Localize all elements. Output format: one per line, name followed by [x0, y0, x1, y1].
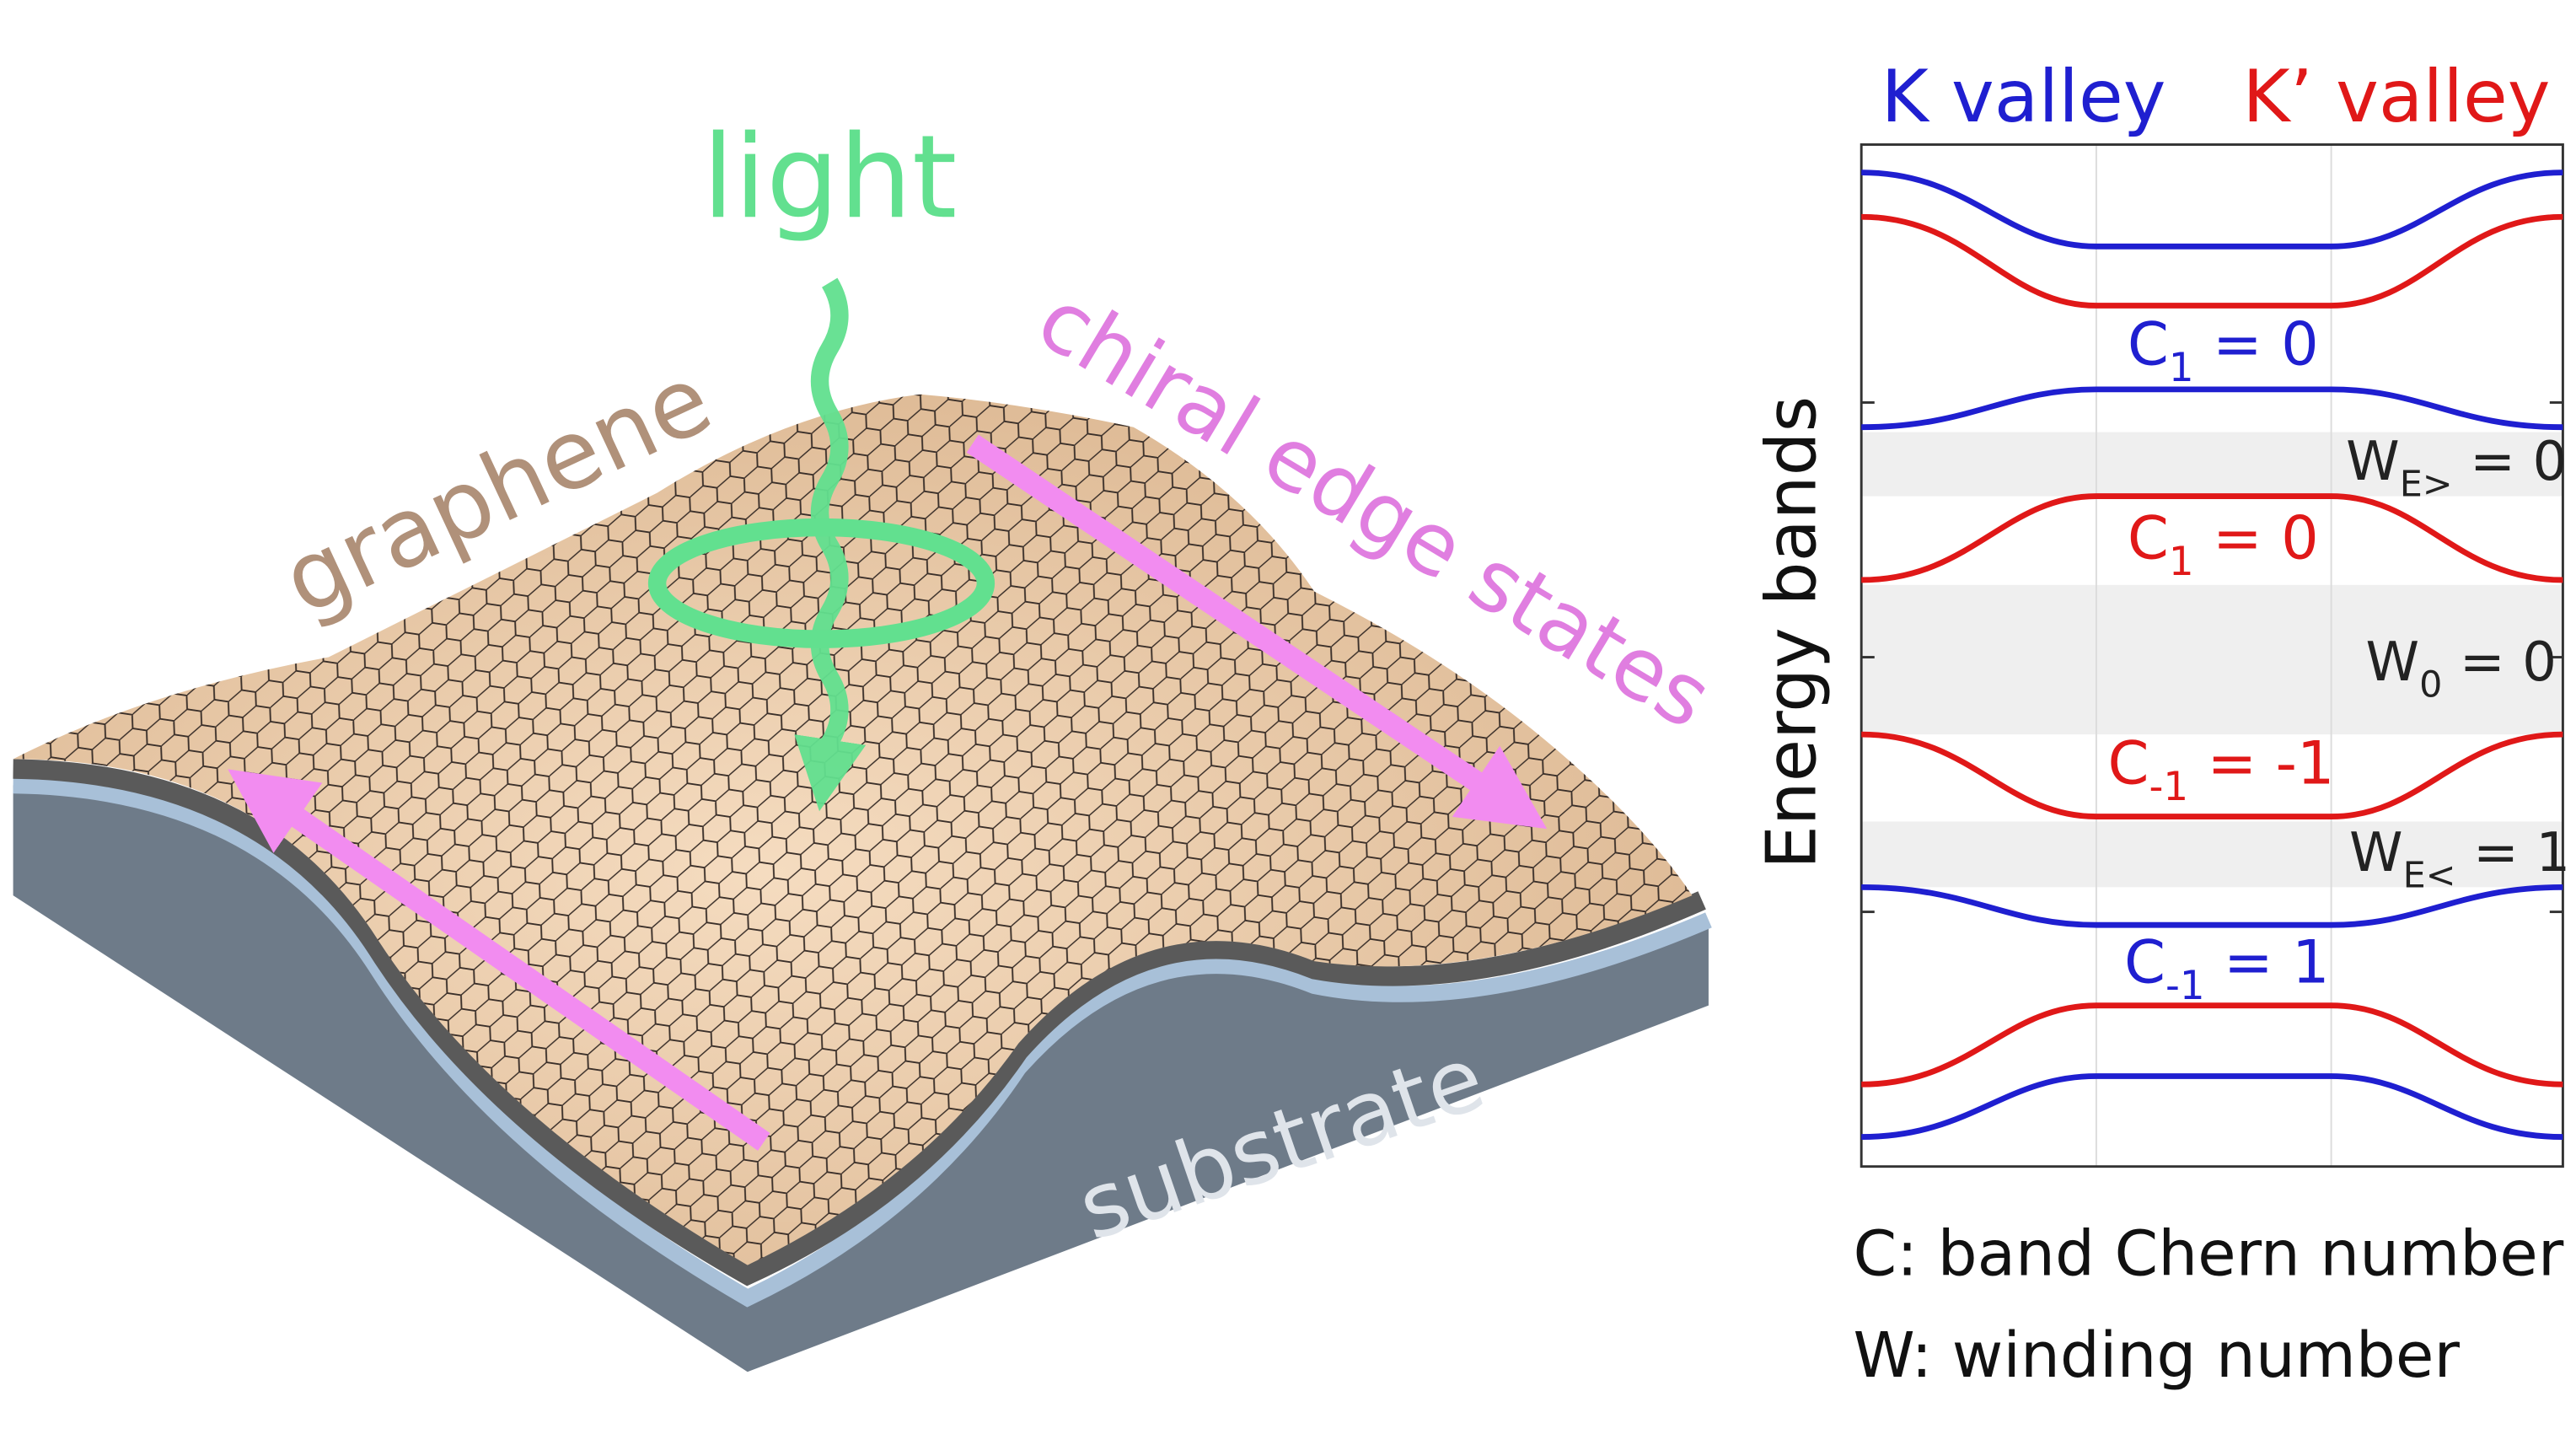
band-curve [1861, 884, 2563, 928]
band-curve [1861, 213, 2563, 309]
gap-region [1861, 584, 2563, 735]
subscript: E> [2400, 464, 2453, 506]
winding-label: WE< = 1 [2349, 821, 2570, 896]
value: = -1 [2188, 729, 2334, 798]
k-valley-label: K valley [1881, 55, 2166, 139]
gap-region [1861, 821, 2563, 888]
symbol: W [2346, 430, 2400, 493]
band-curve [1861, 169, 2563, 250]
symbol: W [2366, 631, 2420, 694]
chern-label: C1 = 0 [2128, 310, 2319, 391]
chern-label: C1 = 0 [2128, 504, 2319, 585]
subscript: 1 [2169, 346, 2194, 391]
band-curve [1861, 386, 2563, 431]
symbol: C [2128, 504, 2169, 573]
graphene-edge [13, 759, 1706, 1287]
legend-text: C: band Chern number [1853, 1217, 2563, 1290]
edge-arrow [966, 434, 1548, 830]
value: = 0 [2194, 504, 2319, 573]
legend-text: W: winding number [1853, 1319, 2460, 1392]
polarization-circle [647, 518, 996, 648]
subscript: E< [2403, 854, 2456, 896]
y-axis-label: Energy bands [1752, 396, 1833, 869]
edge-arrow [228, 769, 770, 1151]
subscript: -1 [2165, 964, 2205, 1009]
value: = 1 [2456, 821, 2571, 884]
subscript: 1 [2169, 540, 2194, 585]
band-labels: C1 = 0 WE> = 0 C1 = 0 W0 = 0 C-1 = -1 WE… [2108, 310, 2571, 1009]
band-curve [1861, 731, 2563, 819]
gap-region [1861, 432, 2563, 497]
subscript: 0 [2419, 663, 2442, 706]
band-curve [1861, 493, 2563, 583]
k-prime-valley-label: K’ valley [2242, 55, 2550, 139]
axis-ticks [1861, 401, 2563, 914]
band-curves [1861, 169, 2563, 1141]
subscript: -1 [2149, 765, 2189, 810]
light-label: light [702, 110, 957, 244]
chern-label: C-1 = -1 [2108, 729, 2335, 810]
value: = 0 [2442, 631, 2557, 694]
winding-label: WE> = 0 [2346, 430, 2567, 505]
value: = 0 [2453, 430, 2568, 493]
value: = 0 [2194, 310, 2319, 379]
symbol: C [2108, 729, 2149, 798]
substrate-edge [13, 776, 1712, 1308]
symbol: C [2128, 310, 2169, 379]
light-ray [794, 277, 867, 812]
symbol: C [2124, 927, 2165, 996]
band-curve [1861, 1002, 2563, 1088]
plot-frame [1860, 143, 2564, 1168]
substrate-block [13, 785, 1709, 1372]
symbol: W [2349, 821, 2403, 884]
value: = 1 [2205, 927, 2330, 996]
band-curve [1861, 1073, 2563, 1141]
winding-label: W0 = 0 [2366, 631, 2557, 706]
chern-label: C-1 = 1 [2124, 927, 2330, 1008]
graphene-lattice [13, 394, 1693, 1265]
